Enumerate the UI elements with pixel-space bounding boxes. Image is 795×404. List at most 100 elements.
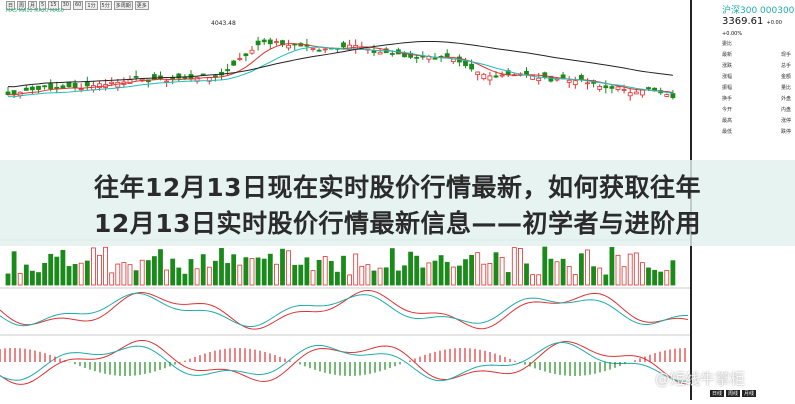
- quote-row: 最高 涨停: [722, 115, 791, 126]
- quote-row: 最低 跌停: [722, 126, 791, 137]
- candle-body: [109, 81, 115, 84]
- tab-2[interactable]: 月线: [742, 390, 757, 397]
- peak-price-label: 4043.48: [210, 20, 237, 27]
- quote-row: 换手 外盘: [722, 93, 791, 104]
- volume-bar: [115, 263, 121, 286]
- toolbar-item[interactable]: 日: [6, 1, 16, 10]
- volume-bar: [609, 247, 615, 286]
- candle-body: [29, 86, 35, 91]
- quote-row: 涨跌 总手: [722, 60, 791, 71]
- volume-bar: [322, 256, 328, 286]
- price-change: +0.00: [766, 20, 782, 26]
- quote-label: 量比: [780, 85, 791, 91]
- toolbar-item[interactable]: 5分: [99, 1, 112, 10]
- volume-bar: [121, 262, 127, 286]
- macd-dea-line: [0, 341, 689, 382]
- quote-label: 涨跌: [722, 63, 733, 69]
- volume-bar: [536, 274, 542, 286]
- quote-row: 振幅 量比: [722, 82, 791, 93]
- watermark: @短线牛掌柜: [655, 370, 746, 388]
- volume-bar: [334, 271, 340, 286]
- volume-bar: [194, 268, 200, 286]
- volume-bar: [206, 266, 212, 286]
- quote-label: 最新: [722, 52, 733, 58]
- toolbar-item[interactable]: 月: [28, 1, 38, 10]
- quote-label: 总手: [780, 63, 791, 69]
- candle-body: [627, 92, 633, 97]
- candle-body: [316, 49, 322, 52]
- candle-body: [646, 87, 651, 90]
- candle-body: [579, 74, 584, 80]
- toolbar-item[interactable]: 60: [72, 1, 84, 10]
- volume-bar: [237, 264, 243, 286]
- volume-bar: [66, 266, 72, 286]
- volume-bar: [579, 253, 584, 286]
- candle-body: [273, 41, 279, 44]
- ma10-line: [7, 46, 673, 98]
- toolbar-item[interactable]: 30: [60, 1, 71, 10]
- candle-body: [255, 40, 261, 46]
- volume-bar: [91, 247, 96, 286]
- quote-label: 委比: [722, 41, 733, 47]
- candle-body: [249, 49, 255, 54]
- volume-bar: [542, 246, 548, 286]
- volume-bar: [450, 266, 456, 286]
- volume-bar: [188, 259, 194, 286]
- volume-bar: [481, 263, 487, 286]
- volume-bar: [273, 263, 279, 286]
- candle-body: [322, 48, 328, 51]
- volume-bar: [408, 251, 414, 286]
- toolbar-item[interactable]: 更多: [134, 1, 149, 10]
- volume-bar: [151, 256, 157, 286]
- toolbar-item[interactable]: 15: [48, 1, 59, 10]
- volume-bar: [298, 264, 304, 286]
- quote-label: 外盘: [780, 96, 791, 102]
- candle-body: [310, 48, 316, 51]
- tab-1[interactable]: 周线: [726, 390, 741, 397]
- volume-bar: [292, 264, 298, 286]
- volume-bar: [603, 274, 609, 286]
- volume-bar: [109, 272, 115, 286]
- volume-bar: [395, 270, 401, 286]
- candle-body: [450, 58, 456, 63]
- toolbar-item[interactable]: 多周期: [113, 1, 133, 10]
- volume-bar: [572, 274, 578, 286]
- toolbar-item[interactable]: 周: [17, 1, 27, 10]
- volume-bar: [652, 269, 657, 286]
- candle-body: [603, 85, 609, 89]
- volume-bar: [383, 267, 389, 286]
- volume-bar: [499, 256, 505, 286]
- volume-bar: [341, 255, 346, 286]
- toolbar-item[interactable]: 5: [39, 1, 47, 10]
- volume-bar: [133, 270, 139, 286]
- index-name: 沪深300 000300: [722, 6, 795, 16]
- volume-bar: [493, 252, 499, 286]
- volume-bar: [280, 248, 285, 286]
- volume-bar: [566, 266, 572, 286]
- quote-row: 涨幅 金额: [722, 71, 791, 82]
- toolbar-item[interactable]: 1分: [85, 1, 98, 10]
- candle-body: [60, 85, 66, 89]
- volume-bar: [511, 247, 517, 286]
- candle-body: [133, 76, 139, 78]
- tab-0[interactable]: 日线: [710, 390, 725, 397]
- candle-body: [524, 71, 529, 75]
- volume-bar: [438, 255, 444, 286]
- quote-row: 最新 现手: [722, 49, 791, 60]
- quote-label: 涨停: [780, 118, 791, 124]
- volume-bar: [328, 260, 334, 286]
- candle-body: [640, 89, 645, 96]
- quote-label: 涨幅: [722, 74, 733, 80]
- volume-bar: [640, 262, 645, 286]
- volume-bar: [530, 274, 535, 286]
- candle-body: [78, 88, 84, 91]
- candle-body: [609, 86, 615, 89]
- volume-bar: [664, 270, 670, 286]
- quote-label: 现手: [780, 52, 791, 58]
- quote-label: 换手: [722, 96, 733, 102]
- volume-bar: [316, 259, 322, 286]
- candle-body: [414, 56, 420, 59]
- volume-bar: [591, 266, 596, 286]
- candle-body: [5, 91, 11, 96]
- price-value: 3369.61: [722, 16, 764, 27]
